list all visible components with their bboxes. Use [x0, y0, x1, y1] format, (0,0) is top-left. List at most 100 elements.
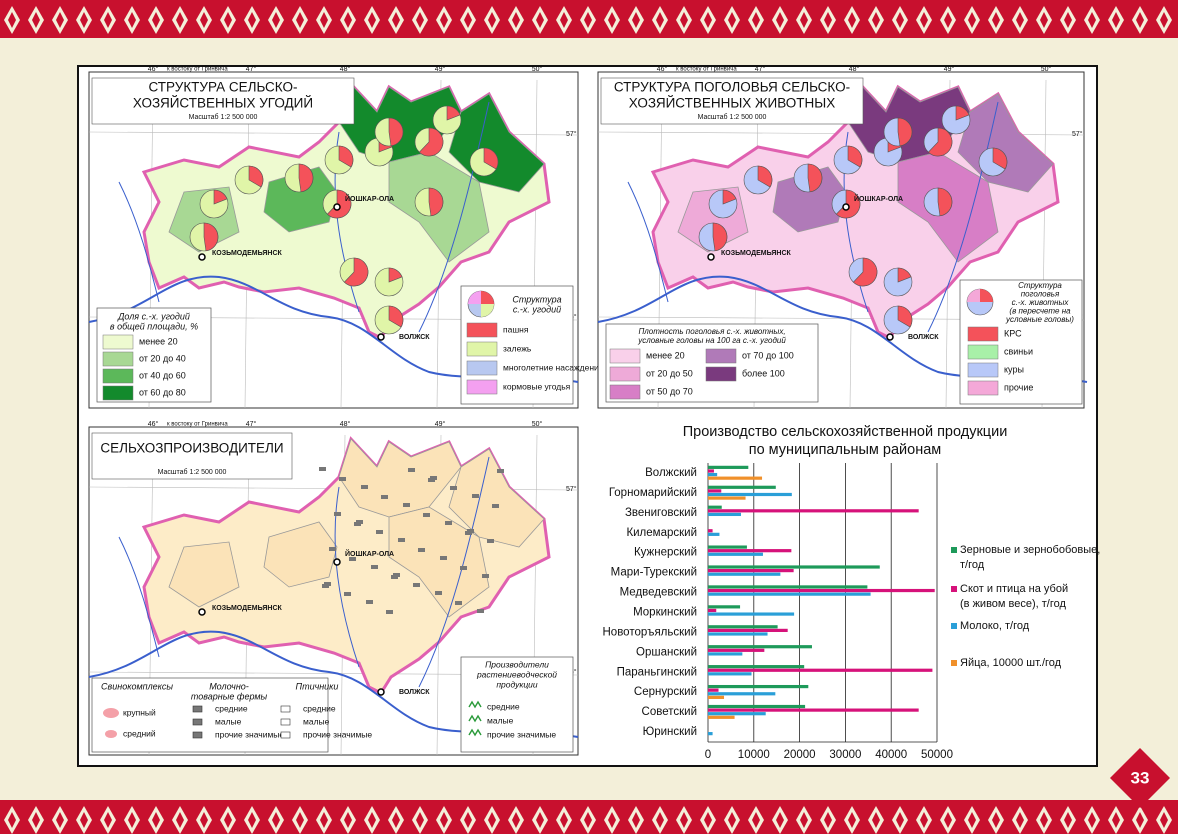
- pie-wedge: [927, 127, 953, 157]
- district-zone: [263, 521, 338, 588]
- y-tick-label: Кужнерский: [634, 547, 697, 559]
- x-tick-label: 10000: [738, 749, 770, 761]
- bar: [708, 692, 776, 696]
- river: [118, 456, 490, 688]
- bar: [708, 625, 778, 629]
- legend-swatch: [466, 360, 498, 376]
- legend-item: от 50 до 70: [646, 386, 693, 396]
- farm-icon: [349, 557, 356, 561]
- longitude-label: 49°: [435, 65, 446, 73]
- legend-title: Структура: [512, 294, 561, 304]
- legend-item: от 40 до 60: [139, 370, 186, 380]
- graticule-note: к востоку от Гринвича: [167, 67, 228, 73]
- legend-title: с.-х. угодий: [513, 304, 561, 314]
- pie-wedge: [446, 105, 461, 121]
- legend-swatch: [466, 322, 498, 338]
- pie-wedge: [852, 257, 878, 287]
- bar: [708, 715, 735, 719]
- legend-title: условные головы на 100 га с.-х. угодий: [637, 336, 786, 345]
- district-zone: [388, 506, 490, 618]
- y-tick-label: Оршанский: [636, 646, 697, 658]
- legend-pie: [481, 304, 494, 317]
- legend-swatch: [102, 334, 134, 350]
- legend-swatch: [967, 344, 999, 360]
- legend-item: Зерновые и зернобобовые, т/год: [960, 544, 1100, 571]
- legend-pie: [481, 291, 494, 304]
- legend-swatch: [466, 379, 498, 395]
- legend-swatch: [951, 547, 957, 553]
- bar: [708, 465, 749, 469]
- farm-icon: [482, 574, 489, 578]
- longitude-label: 50°: [1041, 65, 1052, 73]
- y-tick-label: Новоторъяльский: [603, 626, 698, 638]
- pie-wedge: [807, 163, 823, 193]
- legend-icon: [280, 731, 291, 739]
- bar: [708, 588, 935, 593]
- legend-swatch: [705, 366, 737, 382]
- bar: [708, 472, 718, 477]
- y-tick-label: Звениговский: [625, 507, 697, 519]
- bar: [708, 672, 752, 676]
- city-label: ЙОШКАР-ОЛА: [345, 549, 394, 558]
- page-number: 33: [1131, 768, 1150, 787]
- longitude-label: 47°: [246, 65, 257, 73]
- title-box: [91, 432, 293, 480]
- bar: [708, 476, 763, 480]
- city-label: ВОЛЖСК: [399, 689, 430, 696]
- legend-item: куры: [1004, 364, 1024, 374]
- pie-wedge: [897, 117, 913, 147]
- pie-wedge: [203, 222, 219, 252]
- legend-item: менее 20: [139, 336, 178, 346]
- longitude-label: 47°: [246, 420, 257, 428]
- farm-icon: [319, 467, 326, 471]
- content: 46° 47° 48° 49° 50° к востоку от Гринвича 57° 5…: [88, 65, 1100, 761]
- legend-title: условные головы): [1005, 315, 1074, 324]
- bar: [708, 668, 933, 672]
- farm-icon: [354, 522, 361, 526]
- legend-item: свиньи: [1004, 346, 1033, 356]
- pie-wedge: [483, 147, 499, 170]
- farm-icon: [322, 584, 329, 588]
- y-tick-label: Сернурский: [634, 686, 697, 698]
- farm-icon: [366, 600, 373, 604]
- map-panel: 46°47°48°49°50°к востоку от Гринвича57°5…: [88, 65, 604, 409]
- legend-item: кормовые угодья: [503, 381, 571, 391]
- farm-icon: [492, 504, 499, 508]
- latitude-label: 57°: [566, 485, 577, 493]
- farm-icon: [381, 495, 388, 499]
- latitude-label: 57°: [1072, 130, 1083, 138]
- farm-icon: [398, 538, 405, 542]
- legend-title: в общей площади, %: [110, 321, 198, 331]
- pie-wedge: [937, 187, 953, 217]
- city-label: ЙОШКАР-ОЛА: [345, 194, 394, 203]
- farm-icon: [435, 591, 442, 595]
- bar: [708, 565, 880, 569]
- pie-wedge: [213, 189, 228, 205]
- city-marker: [377, 333, 385, 341]
- legend-icon: [105, 730, 117, 738]
- legend-item: средние: [215, 703, 248, 713]
- map-title: СТРУКТУРА СЕЛЬСКО-: [148, 80, 297, 95]
- pie-wedge: [712, 222, 728, 252]
- bar: [708, 708, 919, 712]
- map-scale: Масштаб 1:2 500 000: [698, 113, 767, 121]
- y-tick-label: Мари-Турекский: [611, 567, 697, 579]
- bar: [708, 552, 763, 556]
- longitude-label: 48°: [849, 65, 860, 73]
- pie-wedge: [388, 267, 403, 283]
- legend-pie: [468, 291, 481, 304]
- farm-icon: [465, 531, 472, 535]
- farm-icon: [423, 513, 430, 517]
- legend-title: Структура: [1018, 281, 1062, 290]
- map-title: СЕЛЬХОЗПРОИЗВОДИТЕЛИ: [100, 441, 283, 456]
- city-marker: [333, 558, 341, 566]
- legend-swatch: [967, 380, 999, 396]
- legend-item: пашня: [503, 324, 529, 334]
- farm-icon: [445, 521, 452, 525]
- bar: [708, 684, 809, 689]
- bar: [708, 505, 722, 509]
- x-tick-label: 0: [705, 749, 711, 761]
- longitude-label: 46°: [657, 65, 668, 73]
- farm-icon: [460, 566, 467, 570]
- longitude-label: 50°: [532, 65, 543, 73]
